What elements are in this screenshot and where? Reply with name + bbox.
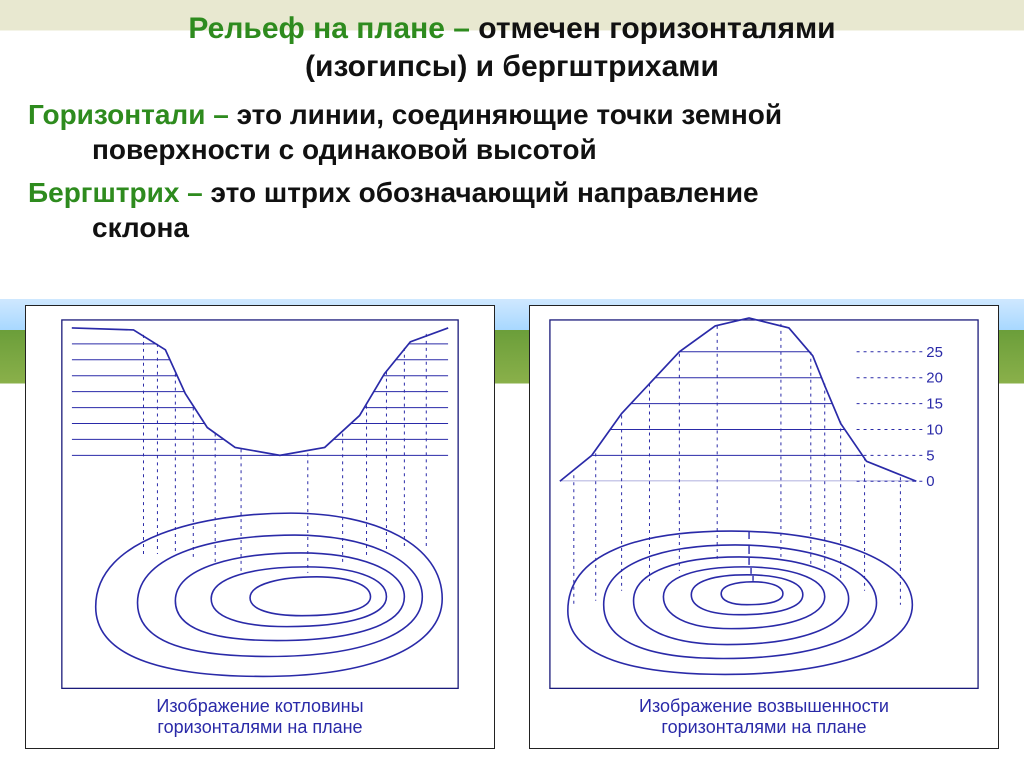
def2-line2: склона xyxy=(28,210,996,245)
slide-content: Рельеф на плане – отмечен горизонталями … xyxy=(0,0,1024,245)
panel-basin: Изображение котловины горизонталями на п… xyxy=(25,305,495,749)
title-rest2: (изогипсы) и бергштрихами xyxy=(305,50,719,83)
def1-line2: поверхности с одинаковой высотой xyxy=(28,132,996,167)
hill-svg: 0 5 10 15 20 25 xyxy=(530,306,998,748)
hill-caption-l1: Изображение возвышенности xyxy=(639,696,889,716)
basin-caption-l1: Изображение котловины xyxy=(156,696,363,716)
svg-text:20: 20 xyxy=(926,370,943,387)
def1-line1: это линии, соединяющие точки земной xyxy=(237,99,783,130)
svg-text:10: 10 xyxy=(926,421,943,438)
definition-2: Бергштрих – это штрих обозначающий напра… xyxy=(28,175,996,245)
svg-text:15: 15 xyxy=(926,396,943,413)
diagram-panels: Изображение котловины горизонталями на п… xyxy=(20,305,1004,749)
definition-1: Горизонтали – это линии, соединяющие точ… xyxy=(28,97,996,167)
def1-term: Горизонтали – xyxy=(28,99,237,130)
panel-hill: 0 5 10 15 20 25 Изображение возвышенности гор… xyxy=(529,305,999,749)
title-highlight: Рельеф на плане – xyxy=(188,12,470,45)
basin-caption-l2: горизонталями на плане xyxy=(157,717,362,737)
basin-caption: Изображение котловины горизонталями на п… xyxy=(26,696,494,738)
def2-term: Бергштрих – xyxy=(28,177,211,208)
svg-text:5: 5 xyxy=(926,447,934,464)
hill-caption-l2: горизонталями на плане xyxy=(661,717,866,737)
basin-svg xyxy=(26,306,494,748)
svg-text:25: 25 xyxy=(926,344,943,361)
hill-caption: Изображение возвышенности горизонталями … xyxy=(530,696,998,738)
slide-title: Рельеф на плане – отмечен горизонталями … xyxy=(28,10,996,85)
title-rest1: отмечен горизонталями xyxy=(470,12,836,45)
svg-text:0: 0 xyxy=(926,473,934,490)
def2-line1: это штрих обозначающий направление xyxy=(211,177,759,208)
